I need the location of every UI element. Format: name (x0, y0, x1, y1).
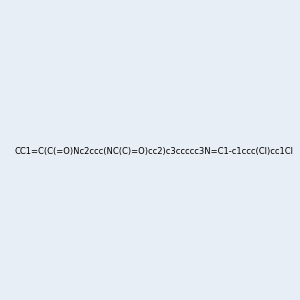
Text: CC1=C(C(=O)Nc2ccc(NC(C)=O)cc2)c3ccccc3N=C1-c1ccc(Cl)cc1Cl: CC1=C(C(=O)Nc2ccc(NC(C)=O)cc2)c3ccccc3N=… (14, 147, 293, 156)
